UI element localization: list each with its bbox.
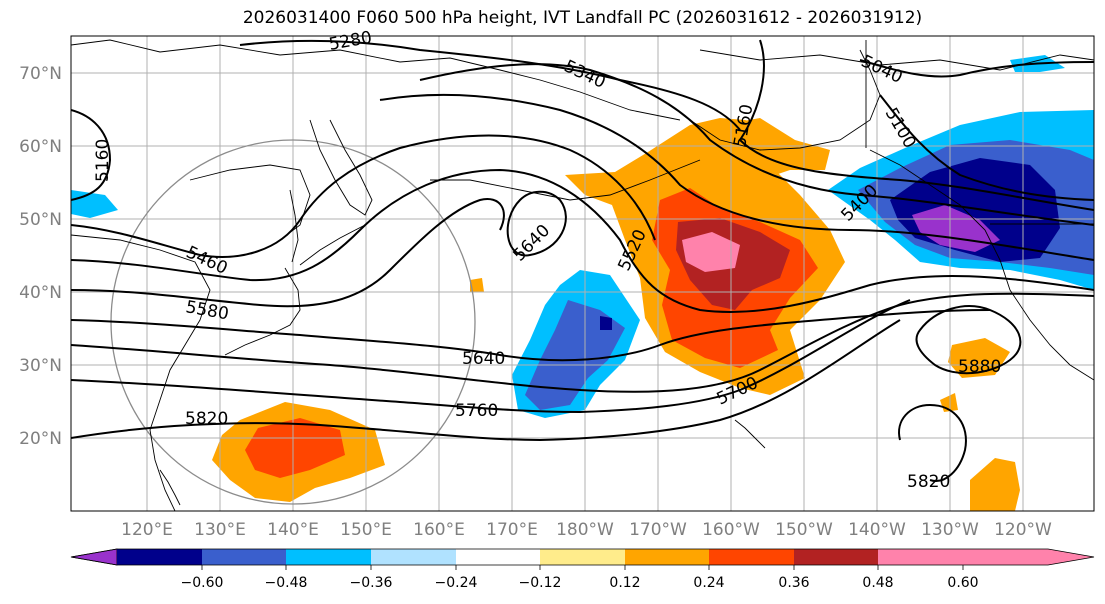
contour-5340 xyxy=(419,63,1094,226)
coast-japan xyxy=(224,267,301,356)
colorbar-swatch xyxy=(878,549,963,565)
height-contours xyxy=(71,39,1094,482)
contour-label: 5160 xyxy=(93,139,113,182)
colorbar-tick-label: −0.48 xyxy=(265,575,308,591)
colorbar-tick-label: 0.60 xyxy=(947,575,978,591)
ivt-positive-east-south xyxy=(970,458,1020,511)
coast-alaska xyxy=(689,49,881,151)
ivt-positive-west-inner xyxy=(245,418,345,478)
colorbar-tick-label: 0.48 xyxy=(862,575,893,591)
map-title: 2026031400 F060 500 hPa height, IVT Land… xyxy=(242,8,923,28)
colorbar-extend-high xyxy=(963,549,1094,565)
ivt-negative-central-core xyxy=(600,316,612,330)
contour-label: 5760 xyxy=(455,401,498,421)
contour-5820-south xyxy=(898,403,967,482)
contour-label: 5640 xyxy=(462,349,505,369)
ivt-negative-east-core xyxy=(912,205,1000,252)
contour-5160-east xyxy=(738,39,1094,211)
contour-5580 xyxy=(71,198,505,308)
lat-label: 60°N xyxy=(19,137,62,157)
coast-philippines xyxy=(159,469,181,506)
colorbar-swatch xyxy=(794,549,878,565)
latitude-labels: 70°N 60°N 50°N 40°N 30°N 20°N xyxy=(19,64,62,449)
coast-canada-west xyxy=(869,149,1094,381)
lon-label: 130°E xyxy=(194,520,246,540)
colorbar-swatch xyxy=(371,549,456,565)
colorbar-tick-label: 0.24 xyxy=(693,575,724,591)
contour-5520 xyxy=(71,168,1094,313)
colorbar-swatch xyxy=(540,549,625,565)
lon-label: 150°E xyxy=(340,520,392,540)
lat-label: 70°N xyxy=(19,64,62,84)
lat-label: 50°N xyxy=(19,210,62,230)
contour-5640-closed xyxy=(506,190,567,257)
colorbar-swatch xyxy=(202,549,286,565)
contour-5280 xyxy=(239,39,741,131)
lon-label: 150°W xyxy=(775,520,833,540)
lat-label: 30°N xyxy=(19,356,62,376)
lon-label: 180°W xyxy=(556,520,614,540)
lon-label: 160°W xyxy=(702,520,760,540)
contour-5640 xyxy=(71,309,991,362)
contour-5820 xyxy=(71,319,901,442)
lat-label: 20°N xyxy=(19,429,62,449)
contour-5760 xyxy=(71,299,911,414)
lon-label: 140°W xyxy=(848,520,906,540)
colorbar-swatch xyxy=(456,549,540,565)
coast-asia-north xyxy=(71,39,681,121)
colorbar-ticks xyxy=(201,565,964,570)
longitude-labels: 120°E 130°E 140°E 150°E 160°E 170°E 180°… xyxy=(121,520,1052,540)
colorbar-tick-label: −0.60 xyxy=(181,575,224,591)
lon-label: 140°E xyxy=(267,520,319,540)
coast-okhotsk xyxy=(189,164,311,241)
colorbar-tick-label: 0.12 xyxy=(609,575,640,591)
coast-aleutians xyxy=(430,159,701,201)
contour-5040 xyxy=(859,59,1094,78)
contour-label: 5820 xyxy=(185,409,228,429)
colorbar-tick-label: −0.24 xyxy=(435,575,478,591)
colorbar-outline xyxy=(70,548,1095,566)
graticule xyxy=(71,36,1094,511)
lon-label: 160°E xyxy=(413,520,465,540)
colorbar-tick-label: −0.36 xyxy=(350,575,393,591)
colorbar: −0.60 −0.48 −0.36 −0.24 −0.12 0.12 0.24 … xyxy=(70,548,1095,591)
contour-5700 xyxy=(71,292,1094,393)
contour-5160-west xyxy=(71,109,112,201)
lon-label: 120°W xyxy=(994,520,1052,540)
lon-label: 170°W xyxy=(629,520,687,540)
colorbar-swatch xyxy=(117,549,202,565)
contour-5400 xyxy=(379,93,1094,261)
ivt-positive-central-core xyxy=(682,232,740,272)
colorbar-extend-low xyxy=(70,548,118,566)
lon-label: 120°E xyxy=(121,520,173,540)
colorbar-tick-label: −0.12 xyxy=(519,575,562,591)
contour-5460 xyxy=(71,134,656,258)
coast-kamchatka xyxy=(309,119,373,216)
map-frame xyxy=(70,35,1095,512)
contour-label: 5880 xyxy=(958,357,1001,377)
coast-sakhalin xyxy=(289,189,299,263)
contour-5100 xyxy=(879,94,1094,201)
lon-label: 170°E xyxy=(486,520,538,540)
coast-korea-china xyxy=(71,234,211,511)
colorbar-swatch xyxy=(709,549,794,565)
colorbar-swatch xyxy=(625,549,709,565)
lon-label: 130°W xyxy=(921,520,979,540)
coastlines xyxy=(71,39,1094,511)
ivt-positive-small-2 xyxy=(470,278,484,292)
colorbar-tick-label: 0.36 xyxy=(778,575,809,591)
lat-label: 40°N xyxy=(19,283,62,303)
contour-label: 5820 xyxy=(907,472,950,492)
coast-arctic xyxy=(699,49,1094,71)
coast-kurils xyxy=(299,224,366,266)
colorbar-swatch xyxy=(286,549,371,565)
coast-hawaii xyxy=(734,419,766,449)
contour-5880 xyxy=(915,305,1022,375)
